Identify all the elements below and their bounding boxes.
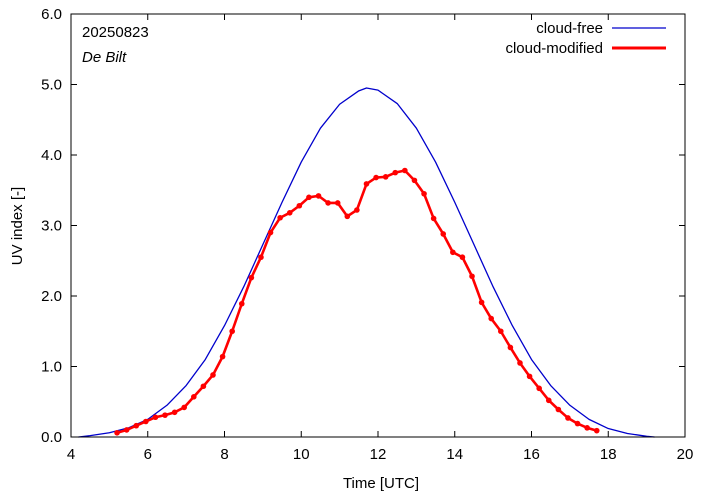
location-annotation: De Bilt (82, 49, 127, 66)
data-point-cloud-modified (334, 200, 341, 206)
axis-ticks: 4 6 8 10 12 14 16 18 20 0.0 1.0 2.0 3.0 4.0 5.0 6.0 (41, 6, 693, 463)
data-point-cloud-modified (229, 328, 235, 335)
date-annotation: 20250823 (82, 24, 149, 41)
data-point-cloud-modified (238, 300, 245, 307)
x-tick-label: 8 (220, 446, 228, 463)
data-point-cloud-modified (267, 229, 274, 236)
y-axis-label: UV index [-] (9, 187, 26, 265)
data-point-cloud-modified (306, 194, 312, 201)
x-tick-label: 18 (600, 446, 617, 463)
y-tick-label: 0.0 (41, 429, 62, 446)
data-point-cloud-modified (277, 214, 283, 221)
legend-label-cloud-modified: cloud-modified (505, 40, 603, 57)
x-tick-label: 14 (446, 446, 463, 463)
data-point-cloud-modified (114, 429, 120, 436)
data-point-cloud-modified (373, 174, 379, 181)
data-point-cloud-modified (459, 254, 466, 261)
data-point-cloud-modified (488, 315, 495, 322)
data-point-cloud-modified (565, 415, 571, 421)
data-point-cloud-modified (162, 412, 168, 418)
data-point-cloud-modified (469, 273, 475, 280)
data-point-cloud-modified (296, 202, 303, 209)
data-point-cloud-modified (286, 210, 293, 216)
data-point-cloud-modified (555, 406, 562, 413)
data-point-cloud-modified (478, 299, 485, 306)
data-point-cloud-modified (152, 414, 159, 421)
data-point-cloud-modified (191, 394, 197, 400)
x-tick-label: 4 (67, 446, 75, 463)
data-point-cloud-modified (258, 254, 264, 261)
y-tick-label: 2.0 (41, 288, 62, 305)
x-tick-label: 12 (370, 446, 387, 463)
y-tick-label: 3.0 (41, 218, 62, 235)
data-point-cloud-modified (430, 215, 437, 222)
data-point-cloud-modified (248, 274, 255, 281)
x-tick-label: 10 (293, 446, 310, 463)
data-point-cloud-modified (171, 409, 178, 416)
data-point-cloud-modified (133, 422, 140, 429)
legend: cloud-free cloud-modified (505, 20, 666, 57)
x-tick-label: 6 (144, 446, 152, 463)
data-point-cloud-modified (440, 231, 447, 237)
data-point-cloud-modified (526, 373, 533, 380)
data-point-cloud-modified (536, 385, 542, 392)
data-point-cloud-modified (507, 344, 514, 351)
data-point-cloud-modified (421, 190, 427, 197)
y-tick-label: 5.0 (41, 77, 62, 94)
data-point-cloud-modified (450, 249, 456, 256)
series-line-cloud-free (78, 87, 655, 438)
legend-label-cloud-free: cloud-free (536, 20, 603, 37)
y-tick-label: 6.0 (41, 6, 62, 23)
data-point-cloud-modified (181, 404, 188, 411)
data-point-cloud-modified (392, 169, 399, 176)
data-point-cloud-modified (411, 177, 418, 184)
series-layer (78, 87, 655, 438)
data-point-cloud-modified (498, 328, 504, 335)
data-point-cloud-modified (402, 167, 408, 174)
data-point-cloud-modified (545, 397, 552, 404)
data-point-cloud-modified (315, 193, 322, 199)
data-point-cloud-modified (325, 200, 331, 206)
data-point-cloud-modified (344, 213, 351, 220)
data-point-cloud-modified (210, 372, 216, 378)
data-point-cloud-modified (363, 181, 370, 187)
x-axis-label: Time [UTC] (343, 475, 419, 492)
x-tick-label: 16 (523, 446, 540, 463)
data-point-cloud-modified (593, 427, 600, 434)
x-tick-label: 20 (677, 446, 694, 463)
data-point-cloud-modified (354, 207, 360, 213)
data-point-cloud-modified (200, 383, 207, 390)
data-point-cloud-modified (143, 418, 149, 425)
data-point-cloud-modified (219, 353, 226, 360)
data-point-cloud-modified (517, 360, 523, 366)
data-point-cloud-modified (382, 174, 389, 180)
y-tick-label: 1.0 (41, 359, 62, 376)
data-point-cloud-modified (584, 425, 590, 431)
data-point-cloud-modified (123, 427, 130, 433)
y-tick-label: 4.0 (41, 147, 62, 164)
data-point-cloud-modified (574, 420, 581, 427)
